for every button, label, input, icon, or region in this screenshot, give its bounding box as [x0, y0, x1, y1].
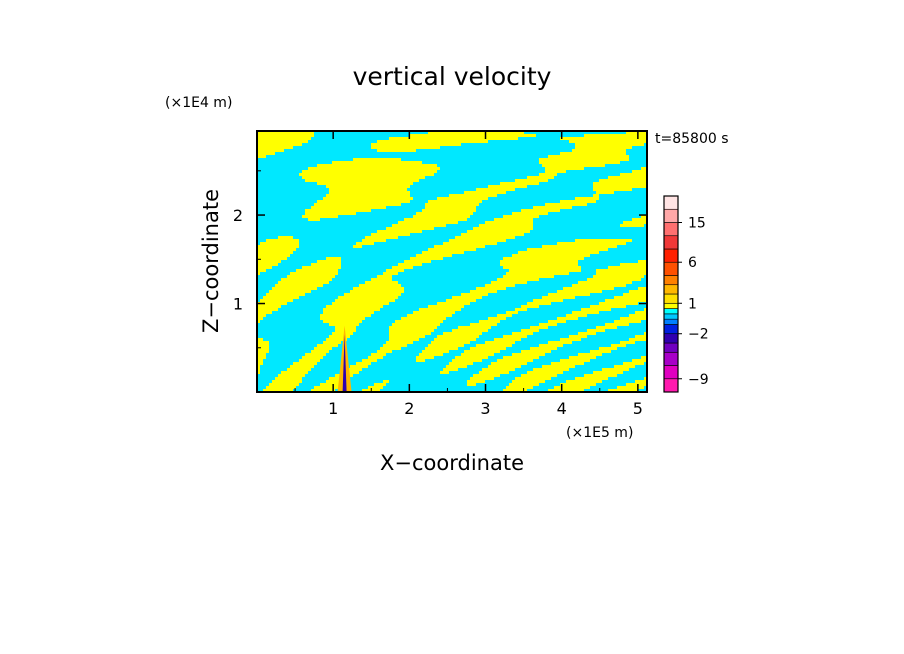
colorbar-segment [663, 342, 679, 353]
colorbar-segment [663, 235, 679, 250]
y-tick-label: 1 [233, 295, 243, 314]
colorbar-segment [663, 351, 679, 366]
colorbar-segment [663, 261, 679, 276]
colorbar-segment [663, 333, 679, 344]
x-tick-label: 2 [404, 399, 414, 418]
x-tick-label: 3 [480, 399, 490, 418]
colorbar-segment [663, 293, 679, 304]
y-axis-label: Z−coordinate [199, 189, 223, 333]
colorbar-segment [663, 308, 679, 315]
colorbar-segment [663, 378, 679, 393]
y-tick-label: 2 [233, 206, 243, 225]
colorbar-segment [663, 318, 679, 325]
time-label: t=85800 s [655, 131, 729, 147]
x-tick-label: 1 [328, 399, 338, 418]
heatmap-field [257, 131, 647, 392]
plot-frame [256, 130, 648, 393]
colorbar: −9 −2 1 6 15 [663, 195, 709, 393]
x-axis-label: X−coordinate [380, 451, 524, 475]
colorbar-segment [663, 365, 679, 380]
x-tick-label: 4 [557, 399, 567, 418]
x-axis-ticks: 1 2 3 4 5 [294, 131, 643, 418]
y-axis-ticks: 12 [233, 170, 647, 349]
colorbar-tick-label: 15 [688, 215, 706, 231]
x-tick-label: 5 [633, 399, 643, 418]
colorbar-tick-label: 1 [688, 296, 697, 312]
colorbar-segment [663, 222, 679, 237]
chart-title: vertical velocity [353, 62, 552, 91]
colorbar-segment [663, 208, 679, 223]
colorbar-segment [663, 284, 679, 295]
colorbar-frame [663, 195, 679, 393]
colorbar-segment [663, 324, 679, 335]
colorbar-segment [663, 313, 679, 320]
plume-downdraft [342, 334, 347, 392]
colorbar-segment [663, 195, 679, 210]
colorbar-tick-label: 6 [688, 255, 697, 271]
colorbar-tick-label: −2 [688, 327, 709, 343]
colorbar-tick-label: −9 [688, 372, 709, 388]
y-unit-label: (×1E4 m) [165, 95, 232, 111]
colorbar-segment [663, 248, 679, 263]
x-unit-label: (×1E5 m) [566, 425, 633, 441]
positive-velocity-region [257, 131, 647, 392]
colorbar-segment [663, 275, 679, 286]
colorbar-segment [663, 302, 679, 309]
